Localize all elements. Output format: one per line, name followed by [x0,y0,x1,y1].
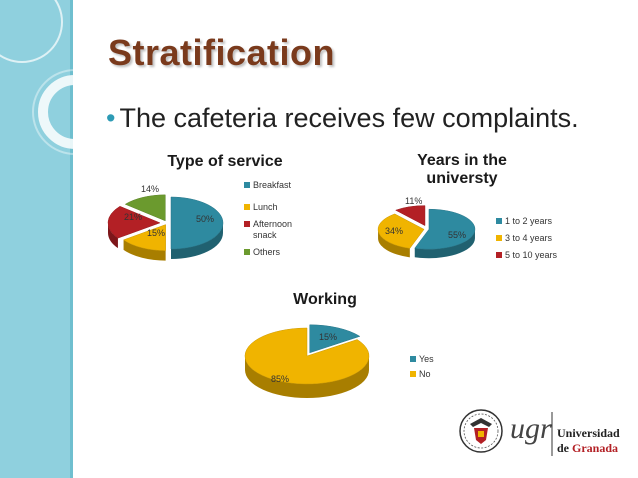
logo-line2: de Granada [557,441,619,455]
pie-slice-side [245,356,369,398]
pie-slice-1-to-2-years [414,208,476,250]
legend-swatch [496,252,502,258]
data-label: 50% [196,214,215,224]
pie-chart-service [107,194,224,261]
pie-slice-breakfast [170,196,224,250]
legend-swatch [410,371,416,377]
data-label: 34% [385,226,404,236]
data-label: 85% [271,374,290,384]
pie-slice-side [414,229,475,259]
legend-swatch [410,356,416,362]
logo-mark: ugr [510,412,552,445]
bullet-text: The cafeteria receives few complaints. [119,103,579,133]
legend-swatch [244,221,250,227]
legend-item: Afternoon snack [244,219,314,241]
data-label: 11% [405,196,423,206]
pie-chart-years [377,205,476,259]
legend-swatch [496,235,502,241]
legend-service: Breakfast Lunch Afternoon snack Others [244,180,314,264]
slide-title: Stratification [108,32,336,73]
university-logo: ugr Universidad de Granada [456,404,632,462]
pie-chart-working [244,324,370,398]
pie-slice-side [108,222,118,249]
legend-item: Lunch [244,202,314,213]
sidebar-edge [70,0,73,478]
pie-slice-lunch [123,224,166,251]
pie-slice-others [124,194,166,222]
legend-swatch [244,249,250,255]
pie-slice-no [244,327,370,385]
legend-item: Breakfast [244,180,314,191]
legend-swatch [496,218,502,224]
bullet-icon: • [106,103,116,133]
legend-item: No [410,369,460,380]
decorative-circles [0,0,118,155]
data-label: 15% [147,228,166,238]
data-label: 21% [124,212,143,222]
pie-slice-yes [309,324,361,354]
pie-slice-5-to-10-years [395,205,426,227]
legend-item: 1 to 2 years [496,216,576,227]
chart-title-working: Working [293,291,357,308]
pie-slice-3-to-4-years [377,213,425,249]
pie-slice-side [123,239,166,261]
legend-working: Yes No [410,354,460,386]
data-label: 14% [141,184,160,194]
data-label: 55% [448,230,467,240]
pie-slice-side [171,223,223,259]
legend-swatch [244,204,250,210]
legend-swatch [244,182,250,188]
pie-slice-afternoon-snack [107,206,161,239]
bullet-point: • The cafeteria receives few complaints. [106,103,579,134]
legend-item: Yes [410,354,460,365]
university-crest-icon [459,409,553,456]
chart-title-service: Type of service [167,153,283,170]
chart-title-years: Years in the universty [417,152,507,187]
legend-item: 5 to 10 years [496,250,576,261]
legend-years: 1 to 2 years 3 to 4 years 5 to 10 years [496,216,576,267]
pie-slice-side [378,229,410,258]
data-label: 15% [319,332,338,342]
legend-item: Others [244,247,314,258]
logo-line1: Universidad [557,426,620,440]
legend-item: 3 to 4 years [496,233,576,244]
